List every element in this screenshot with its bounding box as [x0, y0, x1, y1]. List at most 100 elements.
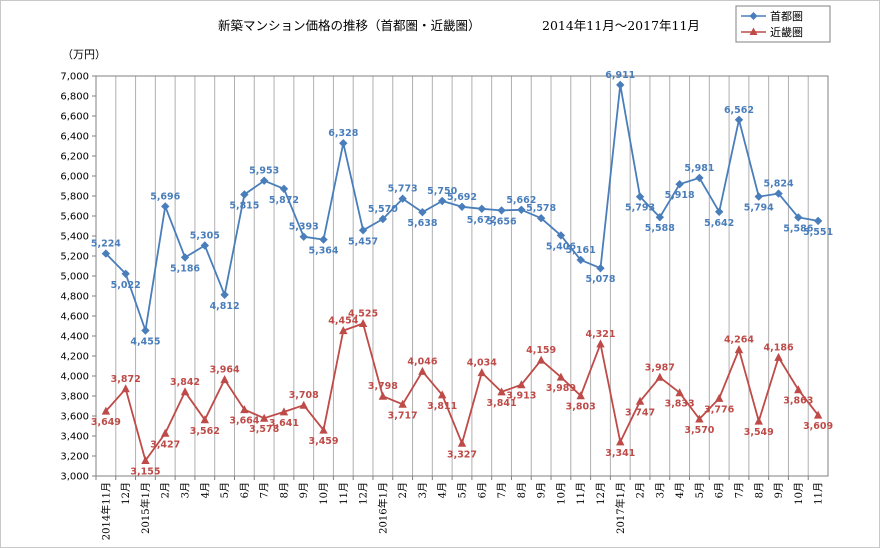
data-point — [220, 375, 229, 384]
y-tick-label: 4,400 — [60, 332, 89, 343]
x-tick-label: 12月 — [595, 482, 607, 505]
data-point — [161, 202, 170, 211]
data-label: 4,159 — [526, 345, 556, 356]
data-label: 3,776 — [704, 404, 734, 415]
data-label: 3,664 — [229, 416, 259, 427]
data-point — [438, 390, 447, 399]
data-point — [240, 405, 249, 414]
x-tick-label: 7月 — [496, 482, 508, 498]
y-tick-label: 3,200 — [60, 452, 89, 463]
data-point — [477, 368, 486, 377]
data-label: 3,641 — [269, 418, 299, 429]
y-tick-label: 5,400 — [60, 232, 89, 243]
y-tick-label: 6,000 — [60, 172, 89, 183]
grid — [115, 76, 809, 476]
data-point — [180, 253, 190, 262]
data-point — [259, 176, 269, 185]
data-point — [576, 391, 585, 400]
data-point — [695, 173, 704, 183]
data-point — [279, 407, 289, 416]
data-label: 3,964 — [210, 365, 240, 376]
data-label: 6,562 — [724, 105, 754, 116]
data-label: 3,570 — [684, 425, 714, 436]
y-tick-label: 4,000 — [60, 372, 89, 383]
x-tick-label: 11月 — [813, 482, 825, 505]
y-tick-label: 5,200 — [60, 252, 89, 263]
chart-period: 2014年11月～2017年11月 — [542, 18, 700, 33]
data-point — [358, 319, 368, 327]
data-point — [655, 213, 665, 222]
x-tick-label: 8月 — [753, 482, 765, 498]
x-tick-label: 6月 — [714, 482, 726, 498]
data-label: 4,186 — [764, 342, 794, 353]
data-point — [576, 255, 585, 265]
data-label: 3,913 — [506, 391, 536, 402]
x-tick-label: 5月 — [457, 482, 469, 498]
data-label: 5,393 — [289, 222, 319, 233]
x-tick-label: 2014年11月 — [99, 482, 112, 540]
data-label: 3,578 — [249, 424, 279, 435]
x-tick-label: 2月 — [160, 482, 172, 498]
data-point — [596, 264, 605, 273]
data-point — [675, 388, 684, 397]
data-label: 5,186 — [170, 263, 200, 274]
data-label: 4,455 — [130, 337, 160, 348]
data-label: 3,549 — [744, 427, 774, 438]
data-point — [517, 205, 526, 214]
data-label: 4,321 — [585, 329, 615, 340]
data-point — [101, 249, 111, 258]
x-tick-label: 12月 — [358, 482, 370, 505]
data-label: 3,989 — [546, 383, 576, 394]
data-point — [299, 400, 308, 409]
data-point — [398, 194, 407, 203]
data-point — [536, 214, 546, 223]
data-label: 5,662 — [506, 195, 536, 206]
data-label: 3,863 — [783, 396, 813, 407]
x-tick-label: 11月 — [338, 482, 350, 505]
x-tick-label: 6月 — [239, 482, 251, 498]
y-tick-label: 3,400 — [60, 432, 89, 443]
triangle-icon — [749, 27, 758, 35]
x-tick-label: 3月 — [654, 482, 666, 498]
x-tick-label: 2月 — [635, 482, 647, 498]
x-tick-label: 2017年1月 — [614, 482, 627, 534]
x-tick-label: 2月 — [397, 482, 409, 498]
y-tick-label: 4,800 — [60, 292, 89, 303]
data-point — [180, 387, 190, 396]
data-label: 5,078 — [585, 274, 615, 285]
data-point — [517, 380, 526, 389]
legend-box — [735, 5, 831, 43]
data-point — [161, 428, 170, 437]
y-tick-label: 4,200 — [60, 352, 89, 363]
y-axis-unit: （万円） — [62, 48, 106, 61]
data-point — [339, 139, 348, 148]
data-point — [141, 326, 150, 335]
data-point — [754, 192, 763, 201]
data-label: 3,747 — [625, 407, 655, 418]
data-label: 4,454 — [328, 316, 358, 327]
x-tick-label: 4月 — [674, 482, 686, 498]
data-point — [556, 372, 566, 381]
x-tick-label: 7月 — [259, 482, 271, 498]
data-point — [497, 387, 506, 396]
data-point — [438, 196, 447, 206]
data-point — [457, 438, 467, 447]
y-tick-label: 6,200 — [60, 152, 89, 163]
x-tick-label: 2016年1月 — [376, 482, 389, 534]
data-point — [774, 189, 783, 198]
x-tick-label: 3月 — [417, 482, 429, 498]
data-point — [220, 290, 229, 299]
data-point — [497, 206, 506, 215]
data-label: 6,911 — [605, 70, 635, 81]
x-tick-label: 4月 — [437, 482, 449, 498]
data-label: 3,842 — [170, 377, 200, 388]
data-point — [813, 216, 823, 226]
data-label: 3,811 — [427, 401, 457, 412]
x-tick-label: 6月 — [476, 482, 488, 498]
data-label: 5,656 — [487, 216, 517, 227]
data-point — [279, 184, 289, 193]
data-point — [714, 207, 724, 216]
data-label: 5,364 — [308, 246, 338, 257]
data-point — [794, 385, 803, 394]
legend-label-shutoken: 首都圏 — [770, 9, 803, 23]
